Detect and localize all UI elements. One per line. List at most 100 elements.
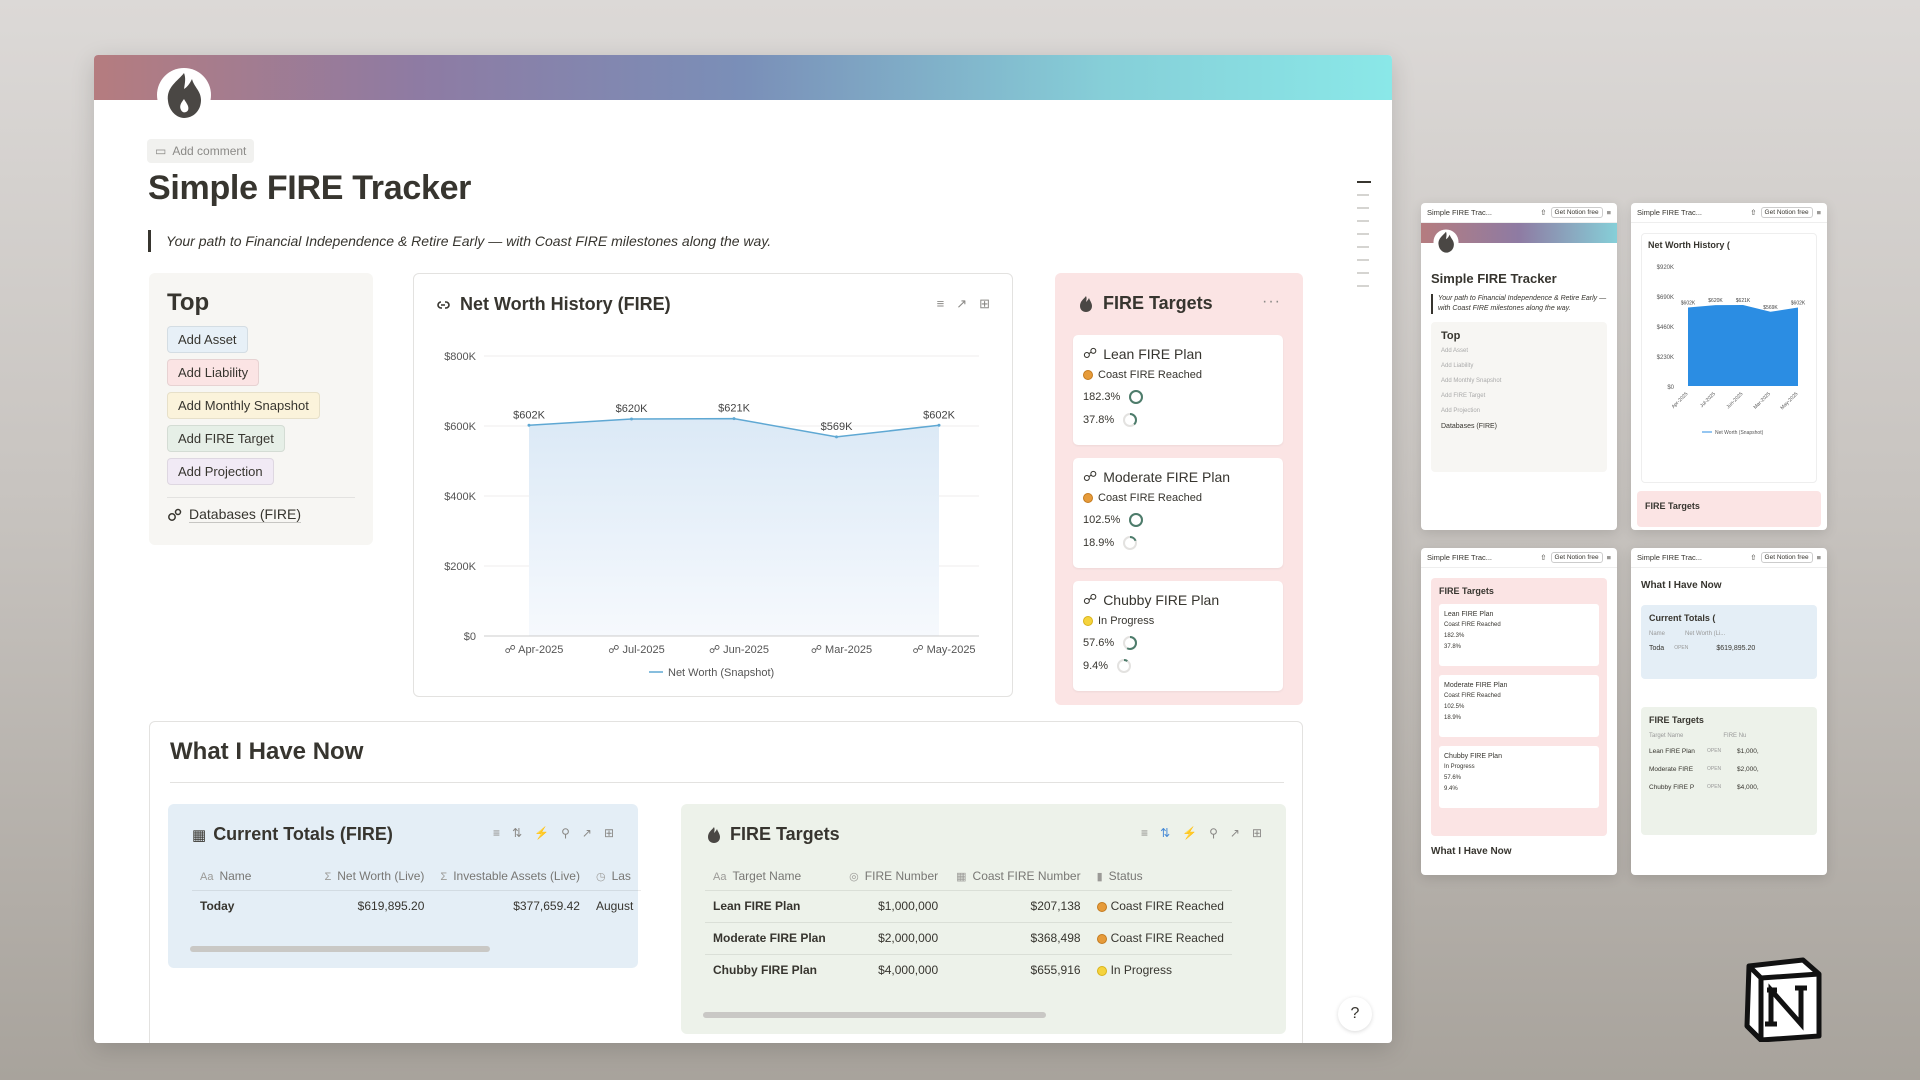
thumb-db-link: Databases (FIRE) <box>1441 423 1498 430</box>
thumb-cell: $619,895.20 <box>1716 645 1756 652</box>
column-header[interactable]: Aa Name <box>200 868 252 883</box>
search-icon[interactable]: ⚲ <box>1209 826 1218 840</box>
fire-icon <box>1433 229 1459 255</box>
filter-icon[interactable]: ≡ <box>493 826 501 840</box>
column-header[interactable]: ◷ Las <box>595 868 631 883</box>
link-icon: ☍ <box>1083 468 1098 484</box>
menu-icon[interactable]: ≡ <box>1816 553 1821 562</box>
column-header[interactable]: ▦ Coast FIRE Number <box>956 868 1081 883</box>
mobile-preview-4: Simple FIRE Trac... ⇧ Get Notion free ≡ Wha… <box>1631 548 1827 875</box>
card-name: Chubby FIRE Plan <box>1103 591 1220 608</box>
column-header[interactable]: Σ Investable Assets (Live) <box>440 868 580 883</box>
thumb-button: Add Projection <box>1441 408 1481 414</box>
add-comment-button[interactable]: ▭ Add comment <box>147 139 255 163</box>
get-notion-button[interactable]: Get Notion free <box>1550 207 1603 218</box>
legend-label: Net Worth (Snapshot) <box>668 667 774 679</box>
cell-net-worth: $619,895.20 <box>294 889 433 922</box>
x-tick-label: Mar-2025 <box>1753 391 1773 411</box>
column-header[interactable]: ◎ FIRE Number <box>849 868 939 883</box>
menu-icon[interactable]: ≡ <box>1606 208 1611 217</box>
automation-icon[interactable]: ⚡ <box>534 826 550 840</box>
data-label: $602K <box>1791 300 1806 306</box>
thumb-area-chart: $0 $230K $460K $690K $920K $602K Apr-2025 $620K… <box>1657 265 1806 436</box>
settings-icon[interactable]: ⊞ <box>603 826 614 840</box>
add-monthly-snapshot-button[interactable]: Add Monthly Snapshot <box>167 392 320 419</box>
card-status: Coast FIRE Reached <box>1098 369 1202 381</box>
more-options-icon[interactable]: ··· <box>1262 293 1281 310</box>
column-header[interactable]: ▮ Status <box>1096 868 1143 883</box>
add-fire-target-button[interactable]: Add FIRE Target <box>167 425 285 452</box>
legend-label: Net Worth (Snapshot) <box>1715 430 1764 436</box>
fire-target-card[interactable]: ☍ Moderate FIRE Plan Coast FIRE Reached 1… <box>1073 458 1283 568</box>
y-tick-label: $800K <box>444 351 476 363</box>
expand-icon[interactable]: ↗ <box>581 826 592 840</box>
x-tick-label: Apr-2025 <box>1671 391 1690 410</box>
table-row[interactable]: Today $619,895.20 $377,659.42 August <box>192 889 642 922</box>
automation-icon[interactable]: ⚡ <box>1182 826 1198 840</box>
net-worth-area-chart: $0 $200K $400K $600K $800K $602K ☍ Apr-2025 $62… <box>444 351 979 679</box>
add-asset-button[interactable]: Add Asset <box>167 326 248 353</box>
thumb-col: Target Name <box>1649 733 1684 739</box>
sort-icon[interactable]: ⇅ <box>512 826 523 840</box>
column-header[interactable]: Aa Target Name <box>713 868 802 883</box>
settings-icon[interactable]: ⊞ <box>1251 826 1262 840</box>
card-name: Moderate FIRE Plan <box>1103 468 1231 485</box>
thumb-open-badge: OPEN <box>1707 748 1722 754</box>
filter-icon[interactable]: ≡ <box>1141 826 1149 840</box>
table-row[interactable]: Moderate FIRE Plan $2,000,000 $368,498 C… <box>705 921 1232 954</box>
x-tick-label: ☍ Mar-2025 <box>811 644 872 656</box>
cell-target-name: Lean FIRE Plan <box>705 889 842 922</box>
y-tick-label: $920K <box>1657 265 1674 271</box>
cell-last: August <box>587 889 642 922</box>
tab-title: Simple FIRE Trac... <box>1427 208 1493 217</box>
get-notion-button[interactable]: Get Notion free <box>1760 207 1813 218</box>
page-title: Simple FIRE Tracker <box>148 169 472 207</box>
y-tick-label: $600K <box>444 421 476 433</box>
menu-icon[interactable]: ≡ <box>1816 208 1821 217</box>
fire-target-card[interactable]: ☍ Chubby FIRE Plan In Progress 57.6% 9.4% <box>1073 581 1283 691</box>
status-label: In Progress <box>1110 963 1172 978</box>
tab-title: Simple FIRE Trac... <box>1637 208 1703 217</box>
mobile-preview-1: Simple FIRE Trac... ⇧ Get Notion free ≡ Sim… <box>1421 203 1617 530</box>
fire-target-card[interactable]: ☍ Lean FIRE Plan Coast FIRE Reached 182.3… <box>1073 335 1283 445</box>
data-label: $569K <box>821 421 853 433</box>
pct-value: 37.8% <box>1083 414 1115 426</box>
pct-value: 102.5% <box>1083 514 1121 526</box>
sort-icon[interactable]: ⇅ <box>1160 826 1171 840</box>
horizontal-scrollbar[interactable] <box>703 1012 1046 1018</box>
search-icon[interactable]: ⚲ <box>561 826 570 840</box>
link-icon: ☍ <box>1083 591 1098 607</box>
add-projection-button[interactable]: Add Projection <box>167 458 274 485</box>
progress-ring <box>1117 659 1132 673</box>
card-name: Lean FIRE Plan <box>1103 345 1203 362</box>
get-notion-button[interactable]: Get Notion free <box>1760 552 1813 563</box>
gears-icon <box>168 508 182 521</box>
table-of-contents-rail[interactable] <box>1357 181 1371 298</box>
expand-icon[interactable]: ↗ <box>956 296 968 311</box>
table-row[interactable]: Chubby FIRE Plan $4,000,000 $655,916 In … <box>705 953 1232 986</box>
cell-investable: $377,659.42 <box>432 889 588 922</box>
databases-link-label: Databases (FIRE) <box>189 506 302 523</box>
cell-status: Coast FIRE Reached <box>1088 889 1232 922</box>
fire-icon[interactable] <box>156 67 212 123</box>
progress-ring <box>1123 536 1138 550</box>
table-icon: ▦ <box>192 826 207 844</box>
databases-link[interactable]: Databases (FIRE) <box>167 506 355 523</box>
settings-icon[interactable]: ⊞ <box>979 296 990 311</box>
thumb-card-pct: 182.3% <box>1444 633 1465 639</box>
filter-icon[interactable]: ≡ <box>936 296 945 311</box>
x-tick-label: Jul-2025 <box>1699 391 1717 409</box>
thumb-open-badge: OPEN <box>1707 766 1722 772</box>
page-quote: Your path to Financial Independence & Re… <box>148 230 771 252</box>
table-row[interactable]: Lean FIRE Plan $1,000,000 $207,138 Coast… <box>705 889 1232 922</box>
card-status: Coast FIRE Reached <box>1098 492 1202 504</box>
data-point <box>630 417 633 421</box>
horizontal-scrollbar[interactable] <box>190 946 490 952</box>
expand-icon[interactable]: ↗ <box>1229 826 1240 840</box>
column-header[interactable]: Σ Net Worth (Live) <box>324 868 425 883</box>
add-liability-button[interactable]: Add Liability <box>167 359 260 386</box>
thumb-card-pct: 9.4% <box>1444 786 1458 792</box>
help-button[interactable]: ? <box>1338 997 1372 1031</box>
menu-icon[interactable]: ≡ <box>1606 553 1611 562</box>
get-notion-button[interactable]: Get Notion free <box>1550 552 1603 563</box>
